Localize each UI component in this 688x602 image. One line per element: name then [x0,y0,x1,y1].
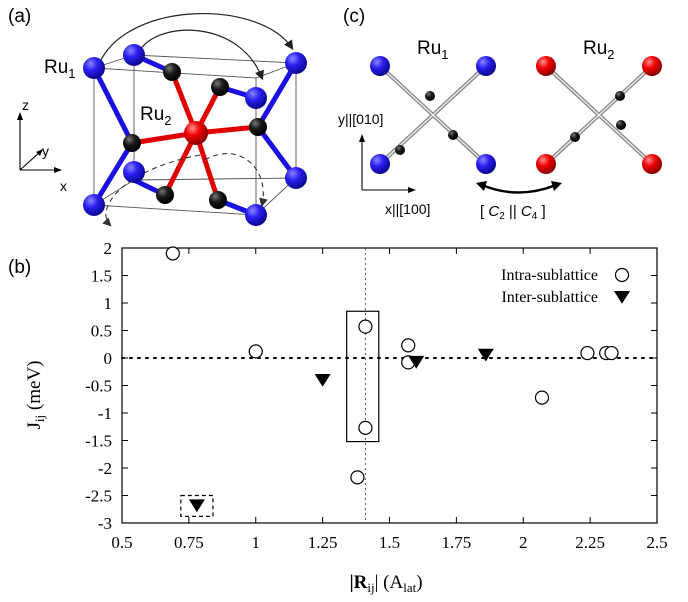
y-tick-label: -2.5 [85,487,112,506]
x-tick-label: 2.5 [646,533,667,552]
highlight-box-dashed [180,494,214,517]
x-tick-label: 1 [252,533,261,552]
axis-z-label: z [22,97,29,113]
x-tick-label: 1.5 [379,533,400,552]
legend-marker-triangle [614,291,630,304]
intra-sublattice-point [165,246,180,261]
intra-sublattice-point [358,319,373,334]
x-tick-label: 1.75 [442,533,472,552]
intra-sublattice-point [358,420,373,435]
x-tick-label: 1.25 [308,533,338,552]
intra-sublattice-point [604,345,619,361]
inter-sublattice-point [188,499,205,513]
intra-sublattice-point [248,344,263,359]
legend-marker-circle [614,267,630,283]
y-tick-label: -1.5 [85,432,112,451]
y-tick-label: -1 [98,404,112,423]
y-tick-label: 2 [104,239,113,258]
y-tick-label: 0.5 [91,322,112,341]
x-tick-label: 0.5 [111,533,132,552]
axis-x-label-c: x||[100] [385,201,430,217]
panel-a-label: (a) [8,6,32,27]
x-tick-label: 2 [519,533,528,552]
axis-y-label: y [42,143,49,159]
highlight-box-solid [346,310,380,443]
y-tick-label: -0.5 [85,377,112,396]
axis-x-label: x [60,178,67,194]
axis-y-label-c: y||[010] [338,111,383,127]
intra-sublattice-point [534,390,550,405]
ru1-label-a: Ru1 [44,57,76,81]
intra-sublattice-point [580,345,595,361]
intra-sublattice-point [401,338,416,353]
legend-label: Inter-sublattice [501,289,598,306]
y-axis-label: Jij (meV) [24,361,47,430]
panel-b-label: (b) [8,257,32,278]
inter-sublattice-point [408,355,425,369]
y-tick-label: 0 [104,349,113,368]
panel-c-label: (c) [343,6,366,27]
ru2-label-a: Ru2 [140,104,172,128]
y-tick-label: 1.5 [91,267,112,286]
x-tick-label: 0.75 [174,533,204,552]
symmetry-label: [ C2 || C4 ] [480,203,546,222]
x-axis-label: |Rij| (Alat) [349,572,422,595]
inter-sublattice-point [314,374,331,387]
y-tick-label: -3 [98,514,112,533]
ru1-label-c: Ru1 [417,38,449,62]
intra-sublattice-point [350,470,365,485]
y-tick-label: 1 [104,294,113,313]
legend-label: Intra-sublattice [501,267,598,284]
x-tick-label: 2.25 [575,533,605,552]
ru2-label-c: Ru2 [583,38,615,62]
y-tick-label: -2 [98,459,112,478]
inter-sublattice-point [477,348,494,362]
